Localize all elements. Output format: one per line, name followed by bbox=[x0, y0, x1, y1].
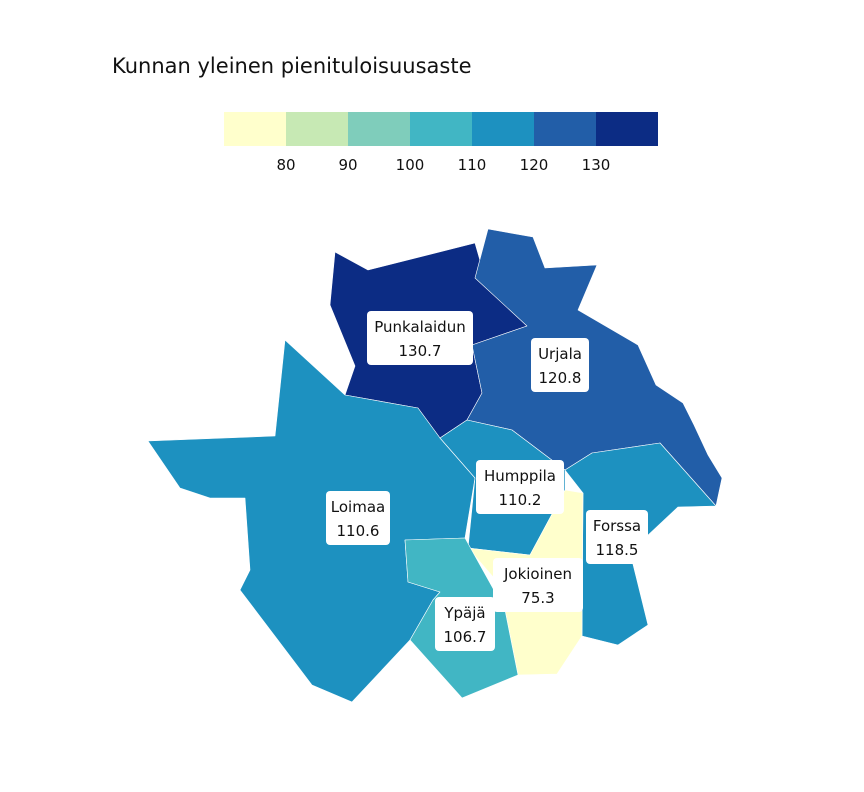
region-name: Humppila bbox=[484, 467, 556, 485]
region-name: Loimaa bbox=[331, 498, 385, 516]
municipality-labels: Punkalaidun 130.7 Urjala 120.8 Loimaa 110.6 Hu… bbox=[326, 311, 648, 651]
region-label-forssa: Forssa 118.5 bbox=[586, 510, 648, 564]
label-box bbox=[367, 311, 473, 365]
region-label-loimaa: Loimaa 110.6 bbox=[326, 491, 390, 545]
label-box bbox=[493, 558, 583, 612]
region-value: 110.6 bbox=[337, 522, 380, 540]
legend-swatch-6 bbox=[596, 112, 658, 146]
legend-swatch-1 bbox=[286, 112, 348, 146]
region-label-urjala: Urjala 120.8 bbox=[531, 338, 589, 392]
legend-swatch-2 bbox=[348, 112, 410, 146]
label-box bbox=[531, 338, 589, 392]
region-value: 130.7 bbox=[399, 342, 442, 360]
label-box bbox=[476, 460, 564, 514]
region-value: 75.3 bbox=[521, 589, 554, 607]
region-label-punkalaidun: Punkalaidun 130.7 bbox=[367, 311, 473, 365]
region-value: 120.8 bbox=[539, 369, 582, 387]
legend-tick-label: 100 bbox=[396, 156, 425, 174]
legend-tick-label: 120 bbox=[520, 156, 549, 174]
region-name: Urjala bbox=[538, 345, 582, 363]
legend-swatch-4 bbox=[472, 112, 534, 146]
region-label-ypäjä: Ypäjä 106.7 bbox=[435, 597, 495, 651]
region-name: Jokioinen bbox=[503, 565, 572, 583]
region-label-jokioinen: Jokioinen 75.3 bbox=[493, 558, 583, 612]
legend-swatch-5 bbox=[534, 112, 596, 146]
legend-swatch-3 bbox=[410, 112, 472, 146]
label-box bbox=[326, 491, 390, 545]
region-label-humppila: Humppila 110.2 bbox=[476, 460, 564, 514]
map-title: Kunnan yleinen pienituloisuusaste bbox=[112, 54, 472, 78]
label-box bbox=[586, 510, 648, 564]
region-value: 106.7 bbox=[444, 628, 487, 646]
label-box bbox=[435, 597, 495, 651]
region-value: 110.2 bbox=[499, 491, 542, 509]
region-value: 118.5 bbox=[596, 541, 639, 559]
region-name: Punkalaidun bbox=[374, 318, 465, 336]
region-urjala[interactable] bbox=[466, 228, 723, 507]
legend-tick-label: 90 bbox=[338, 156, 357, 174]
color-legend: 80 90 100 110 120 130 bbox=[224, 112, 658, 174]
legend-tick-label: 110 bbox=[458, 156, 487, 174]
region-name: Forssa bbox=[593, 517, 641, 535]
region-name: Ypäjä bbox=[443, 604, 485, 622]
legend-swatch-0 bbox=[224, 112, 286, 146]
legend-tick-label: 80 bbox=[276, 156, 295, 174]
legend-tick-label: 130 bbox=[582, 156, 611, 174]
